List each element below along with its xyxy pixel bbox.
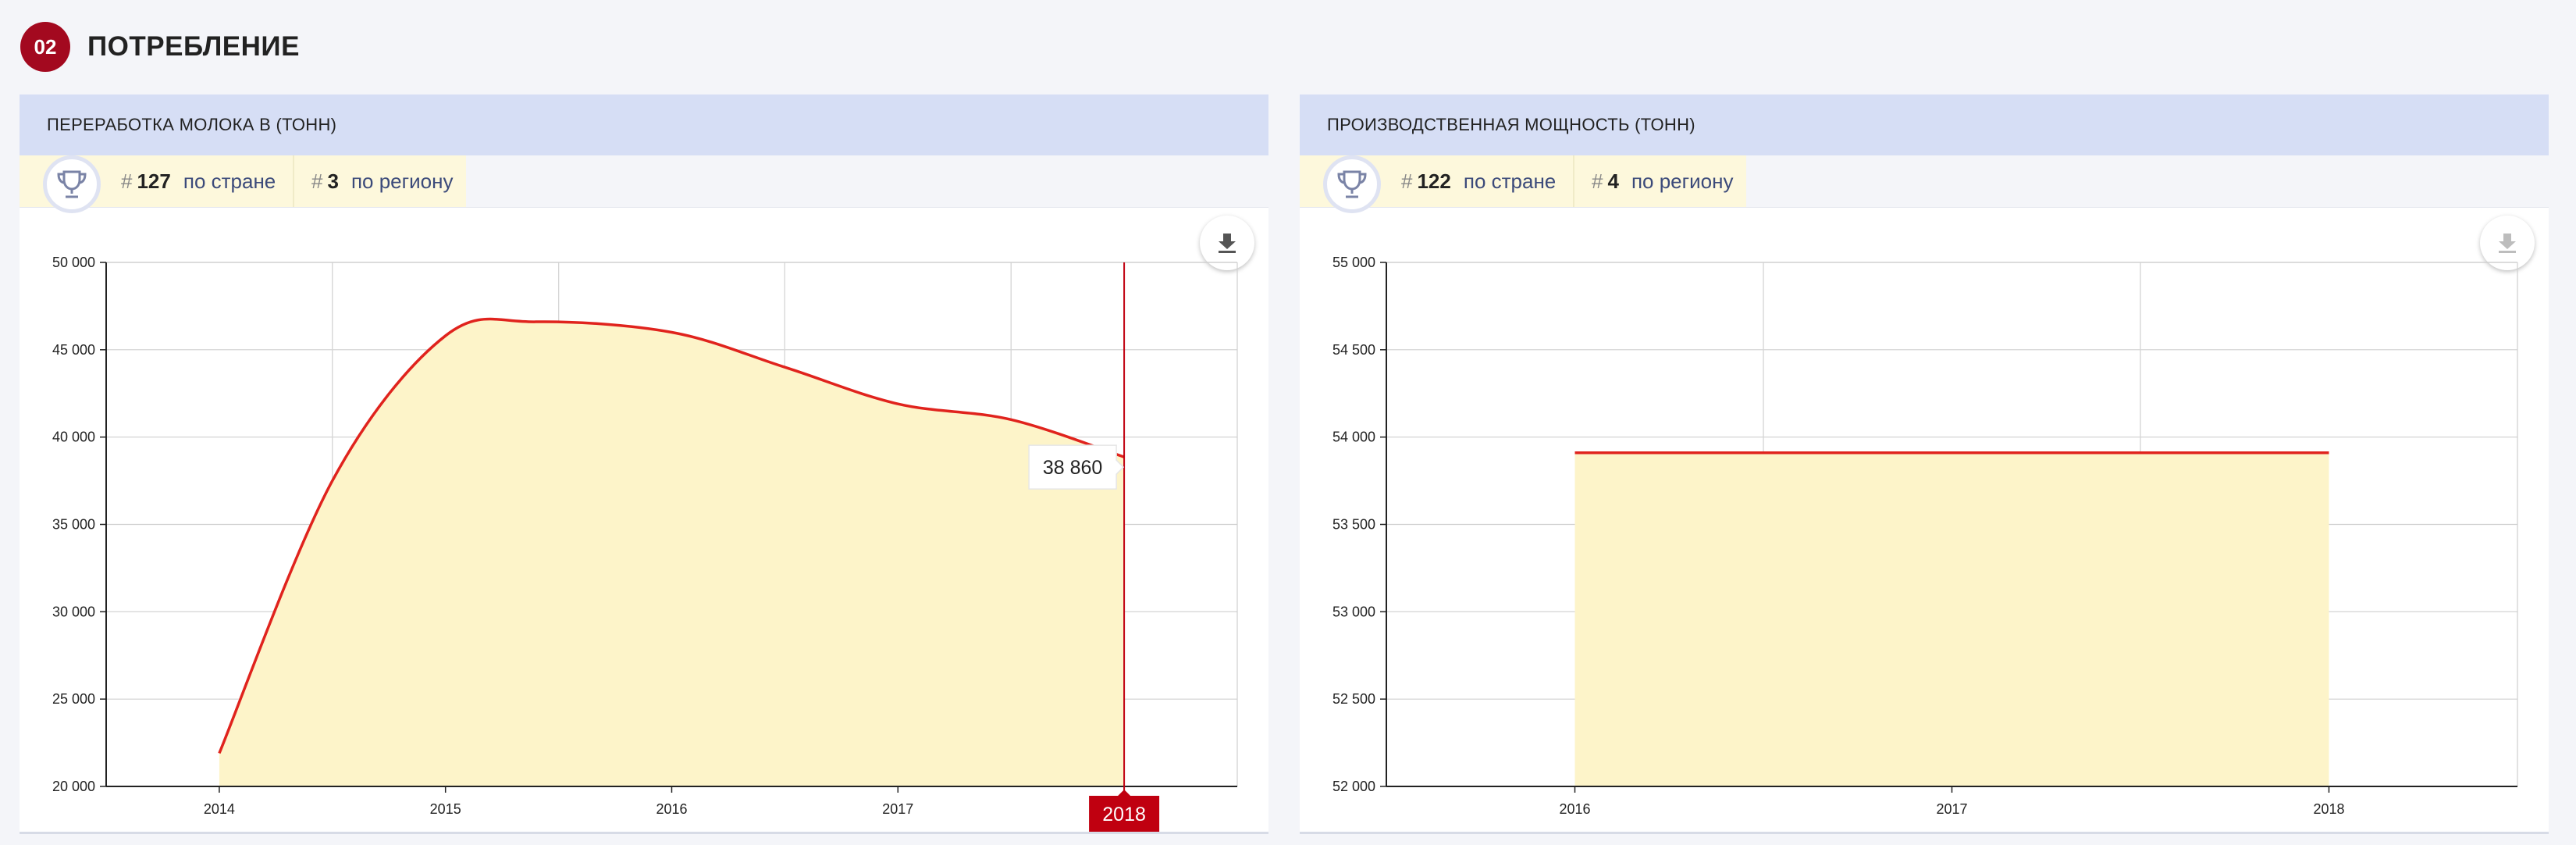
y-tick-label: 45 000: [52, 342, 95, 358]
rank-country-label: по стране: [1463, 169, 1557, 193]
rank-row: # 127 по стране # 3 по региону: [20, 155, 1268, 213]
y-tick-label: 35 000: [52, 517, 95, 533]
series-line: [218, 317, 1125, 754]
download-button[interactable]: [2480, 216, 2535, 270]
y-tick-label: 54 500: [1332, 342, 1375, 358]
y-tick-label: 30 000: [52, 604, 95, 619]
y-tick-label: 52 500: [1332, 691, 1375, 707]
download-icon: [1219, 234, 1236, 253]
x-tick-label: 2014: [204, 801, 235, 817]
rank-region-label: по региону: [350, 169, 454, 193]
y-tick-label: 20 000: [52, 779, 95, 794]
rank-hash: #: [1401, 169, 1413, 193]
chart-panel-milk-processing: ПЕРЕРАБОТКА МОЛОКА В (ТОНН) # 127 по стр…: [20, 94, 1268, 834]
x-tick-label: 2017: [1936, 801, 1967, 817]
y-tick-label: 40 000: [52, 430, 95, 445]
x-tick-label: 2016: [656, 801, 687, 817]
rank-hash: #: [121, 169, 133, 193]
rank-country-number: 122: [1417, 169, 1451, 193]
chart-panel-production-capacity: ПРОИЗВОДСТВЕННАЯ МОЩНОСТЬ (ТОНН) # 122 п…: [1300, 94, 2549, 834]
rank-region-number: 3: [327, 169, 339, 193]
milk-processing-chart: 20 000 25 000 30 000 35 000 40 000 45 000 50 0…: [52, 255, 1238, 832]
tooltip-value: 38 860: [1043, 457, 1102, 479]
year-flag-label: 2018: [1102, 804, 1146, 825]
trophy-icon: [1323, 155, 1381, 213]
panel-title: ПЕРЕРАБОТКА МОЛОКА В (ТОНН): [20, 94, 1268, 155]
y-tick-label: 52 000: [1332, 779, 1375, 794]
y-tick-label: 25 000: [52, 691, 95, 707]
production-capacity-chart: 52 000 52 500 53 000 53 500 54 000 54 500 55 0…: [1332, 255, 2518, 817]
rank-country-number: 127: [137, 169, 171, 193]
download-button[interactable]: [1200, 216, 1254, 270]
value-tooltip: 38 860: [1028, 444, 1125, 490]
section-number-badge: 02: [20, 22, 70, 72]
area-fill: [1574, 452, 2329, 786]
year-flag: 2018: [1089, 790, 1160, 832]
y-tick-label: 55 000: [1332, 255, 1375, 270]
rank-region-chip: # 4 по региону: [1573, 155, 1746, 207]
rank-region-label: по региону: [1631, 169, 1734, 193]
panel-title: ПРОИЗВОДСТВЕННАЯ МОЩНОСТЬ (ТОНН): [1300, 94, 2549, 155]
rank-region-number: 4: [1607, 169, 1619, 193]
rank-hash: #: [1592, 169, 1603, 193]
rank-row: # 122 по стране # 4 по региону: [1300, 155, 2549, 213]
y-tick-label: 54 000: [1332, 430, 1375, 445]
y-tick-label: 50 000: [52, 255, 95, 270]
x-tick-label: 2018: [2313, 801, 2344, 817]
rank-country-label: по стране: [183, 169, 276, 193]
rank-region-chip: # 3 по региону: [293, 155, 466, 207]
x-tick-label: 2015: [430, 801, 461, 817]
x-tick-label: 2017: [882, 801, 913, 817]
y-tick-label: 53 000: [1332, 604, 1375, 619]
download-icon: [2499, 234, 2516, 253]
x-tick-label: 2016: [1559, 801, 1590, 817]
section-title: ПОТРЕБЛЕНИЕ: [87, 31, 300, 62]
y-tick-label: 53 500: [1332, 517, 1375, 533]
rank-hash: #: [311, 169, 323, 193]
trophy-icon: [43, 155, 101, 213]
section-header: 02 ПОТРЕБЛЕНИЕ: [20, 22, 300, 72]
area-fill: [219, 319, 1125, 786]
